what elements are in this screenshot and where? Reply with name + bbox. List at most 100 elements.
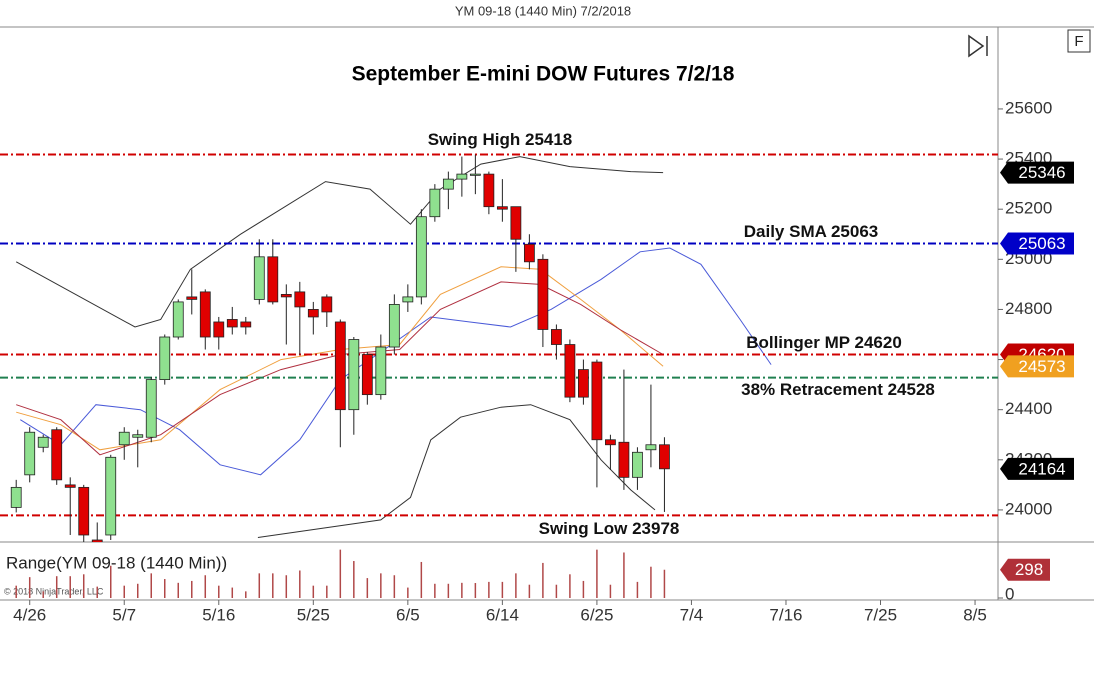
price-plot [0,153,998,542]
price-tag [1000,355,1074,378]
range-title: Range(YM 09-18 (1440 Min)) [6,553,227,572]
candle [10,479,22,513]
candle [37,434,49,453]
indicator-line [15,156,664,328]
y-tick-label: 24800 [1005,299,1052,318]
candle-body [415,216,427,298]
price-tag [1000,232,1074,255]
f-button[interactable]: F [1067,29,1091,53]
candle [469,154,481,195]
candle-body [294,291,306,308]
candle [132,429,144,468]
candle-body [469,173,481,176]
candle [280,284,292,345]
candle-body [172,301,184,338]
y-tick-label: 25200 [1005,199,1052,218]
y-tick-label: 24000 [1005,499,1052,518]
candle [172,299,184,340]
candle [334,319,346,448]
candle-body [267,256,279,303]
candle [645,384,657,468]
candle-body [186,296,198,300]
candle-body [334,321,346,411]
candle [456,156,468,197]
candle [51,427,63,485]
candle-body [145,379,157,438]
candle [159,334,171,385]
candle-body [632,451,643,478]
candle [253,239,265,305]
candle [510,206,522,272]
candle-body [91,539,103,542]
candle [605,434,616,470]
candle [105,454,117,540]
candle-body [213,321,225,338]
candle [659,437,670,512]
candle [483,171,495,215]
candle [632,447,643,490]
candle [24,427,36,483]
candle [591,359,603,488]
candle [199,289,211,350]
candle-body [388,304,400,348]
candle-body [321,296,333,313]
candle-body [442,178,454,190]
y-tick-label: 24400 [1005,399,1052,418]
price-tag [1000,161,1074,184]
level-label: 38% Retracement 24528 [741,380,935,399]
x-tick-label: 7/16 [769,605,802,624]
x-tick-label: 6/25 [580,605,613,624]
candle [294,281,306,355]
candle [415,209,427,305]
candle-body [361,354,373,396]
candle-body [24,431,36,476]
candle-body [564,344,576,398]
scroll-icon[interactable] [968,34,988,58]
candle-body [10,486,22,508]
candle-body [199,291,211,338]
candle-body [456,173,468,180]
candle-body [496,206,508,210]
level-label: Swing High 25418 [428,130,573,149]
candle-body [226,319,238,328]
y-tick-label: 25600 [1005,98,1052,117]
svg-text:F: F [1074,33,1083,50]
x-tick-label: 5/16 [202,605,235,624]
candle [523,234,535,270]
candle-body [64,484,76,488]
x-tick-label: 7/4 [680,605,704,624]
candle-body [51,429,63,481]
candle [145,377,157,443]
x-tick-label: 8/5 [963,605,987,624]
candle-body [132,434,144,438]
header: YM 09-18 (1440 Min) 7/2/2018 [455,3,631,18]
candle [618,369,630,490]
candle-body [578,369,589,398]
candle-body [483,173,495,208]
candle [442,171,454,210]
candle [550,324,562,360]
candle-body [37,436,49,448]
candle [578,359,589,405]
x-tick-label: 7/25 [864,605,897,624]
candle-body [240,321,252,328]
candle-body [118,431,130,446]
candle-body [375,346,387,396]
price-tag-label: 25346 [1018,163,1065,182]
candle [240,316,252,335]
chart-title: September E-mini DOW Futures 7/2/18 [352,63,735,86]
candle-body [510,206,522,240]
candle-body [659,444,670,470]
candle-body [429,188,441,218]
candle-body [78,486,90,536]
candle-body [591,361,603,441]
indicator-line [16,266,664,451]
price-tag-label: 25063 [1018,234,1065,253]
candle [78,484,90,542]
candle-body [550,329,562,345]
indicator-line [16,281,664,456]
candle [388,294,400,355]
candle [348,337,360,435]
